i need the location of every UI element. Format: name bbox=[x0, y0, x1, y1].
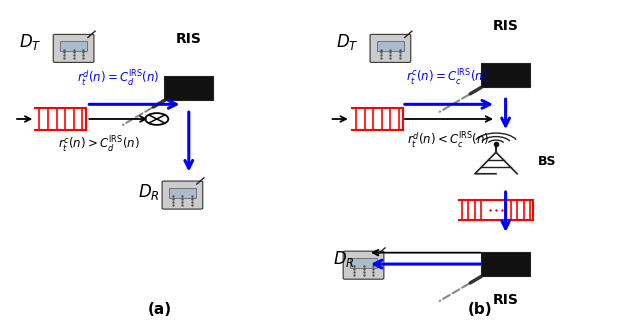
Text: RIS: RIS bbox=[493, 293, 518, 307]
Text: RIS: RIS bbox=[176, 32, 202, 46]
Bar bbox=[350, 258, 377, 268]
Bar bbox=[169, 188, 196, 198]
FancyBboxPatch shape bbox=[162, 181, 203, 209]
Text: BS: BS bbox=[538, 155, 556, 168]
Text: $D_T$: $D_T$ bbox=[336, 32, 358, 52]
FancyBboxPatch shape bbox=[343, 251, 384, 279]
Bar bbox=[377, 41, 404, 51]
FancyBboxPatch shape bbox=[370, 34, 411, 62]
Text: $r_t^d(n) < C_c^{\mathrm{IRS}}(n)$: $r_t^d(n) < C_c^{\mathrm{IRS}}(n)$ bbox=[406, 130, 490, 150]
Text: $D_T$: $D_T$ bbox=[19, 32, 42, 52]
Text: (b): (b) bbox=[468, 302, 492, 317]
Bar bbox=[60, 41, 87, 51]
Bar bbox=[481, 63, 530, 87]
Text: $r_t^c(n) > C_d^{\mathrm{IRS}}(n)$: $r_t^c(n) > C_d^{\mathrm{IRS}}(n)$ bbox=[58, 135, 140, 155]
Text: $r_t^c(n) = C_c^{\mathrm{IRS}}(n)$: $r_t^c(n) = C_c^{\mathrm{IRS}}(n)$ bbox=[406, 68, 488, 88]
Bar bbox=[164, 76, 213, 100]
Text: (a): (a) bbox=[148, 302, 172, 317]
Text: $r_t^d(n) = C_d^{\mathrm{IRS}}(n)$: $r_t^d(n) = C_d^{\mathrm{IRS}}(n)$ bbox=[77, 68, 160, 88]
Text: RIS: RIS bbox=[493, 19, 518, 33]
Bar bbox=[481, 252, 530, 276]
Text: $D_R$: $D_R$ bbox=[138, 182, 159, 202]
Text: $D_R$: $D_R$ bbox=[333, 249, 355, 269]
FancyBboxPatch shape bbox=[53, 34, 94, 62]
